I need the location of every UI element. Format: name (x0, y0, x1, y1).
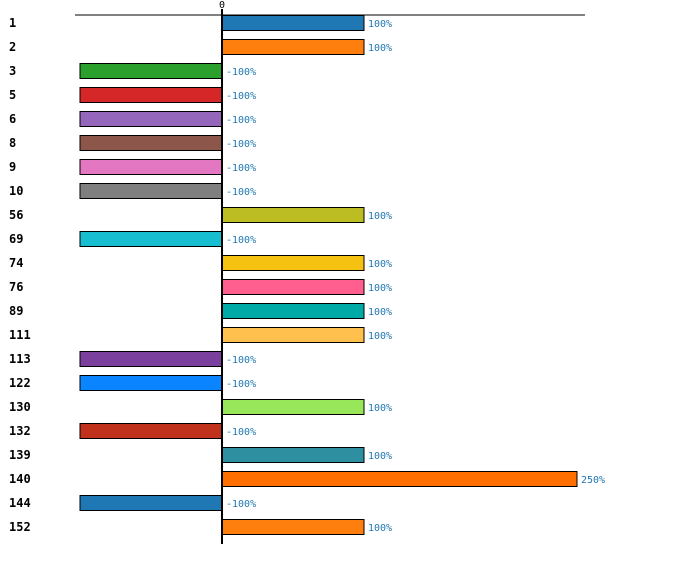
bar (79, 87, 223, 103)
data-label: 100% (368, 283, 392, 294)
bar (79, 231, 223, 247)
bar (221, 279, 365, 295)
category-label: 69 (9, 232, 23, 246)
data-label: -100% (226, 91, 256, 102)
data-label: -100% (226, 139, 256, 150)
bar (79, 375, 223, 391)
data-label: -100% (226, 379, 256, 390)
data-label: -100% (226, 499, 256, 510)
category-label: 113 (9, 352, 31, 366)
data-label: -100% (226, 427, 256, 438)
category-label: 1 (9, 16, 16, 30)
category-label: 152 (9, 520, 31, 534)
bar (221, 255, 365, 271)
bar (221, 327, 365, 343)
data-label: 100% (368, 259, 392, 270)
bar (79, 63, 223, 79)
data-label: 100% (368, 211, 392, 222)
category-label: 56 (9, 208, 23, 222)
category-label: 140 (9, 472, 31, 486)
category-label: 2 (9, 40, 16, 54)
bar (79, 135, 223, 151)
category-label: 76 (9, 280, 23, 294)
data-label: 100% (368, 451, 392, 462)
category-label: 130 (9, 400, 31, 414)
bar (221, 303, 365, 319)
category-label: 3 (9, 64, 16, 78)
data-label: 100% (368, 43, 392, 54)
data-label: -100% (226, 187, 256, 198)
bar (221, 471, 578, 487)
data-label: -100% (226, 163, 256, 174)
bar (79, 423, 223, 439)
bar (79, 351, 223, 367)
category-label: 111 (9, 328, 31, 342)
data-label: 100% (368, 523, 392, 534)
data-label: -100% (226, 67, 256, 78)
data-label: -100% (226, 355, 256, 366)
bar (79, 495, 223, 511)
data-label: 100% (368, 307, 392, 318)
category-label: 5 (9, 88, 16, 102)
bar (221, 15, 365, 31)
category-label: 144 (9, 496, 31, 510)
category-label: 9 (9, 160, 16, 174)
data-label: -100% (226, 115, 256, 126)
category-label: 10 (9, 184, 23, 198)
bar (221, 519, 365, 535)
category-label: 8 (9, 136, 16, 150)
bar (79, 183, 223, 199)
data-label: 100% (368, 19, 392, 30)
data-label: 100% (368, 403, 392, 414)
bar (79, 111, 223, 127)
bar (221, 399, 365, 415)
category-label: 122 (9, 376, 31, 390)
zero-tick-label: 0 (219, 0, 225, 11)
bar (79, 159, 223, 175)
category-label: 74 (9, 256, 23, 270)
data-label: 250% (581, 475, 605, 486)
data-label: 100% (368, 331, 392, 342)
bar (221, 447, 365, 463)
data-label: -100% (226, 235, 256, 246)
category-label: 139 (9, 448, 31, 462)
category-label: 89 (9, 304, 23, 318)
bar (221, 39, 365, 55)
category-label: 6 (9, 112, 16, 126)
category-label: 132 (9, 424, 31, 438)
bar (221, 207, 365, 223)
